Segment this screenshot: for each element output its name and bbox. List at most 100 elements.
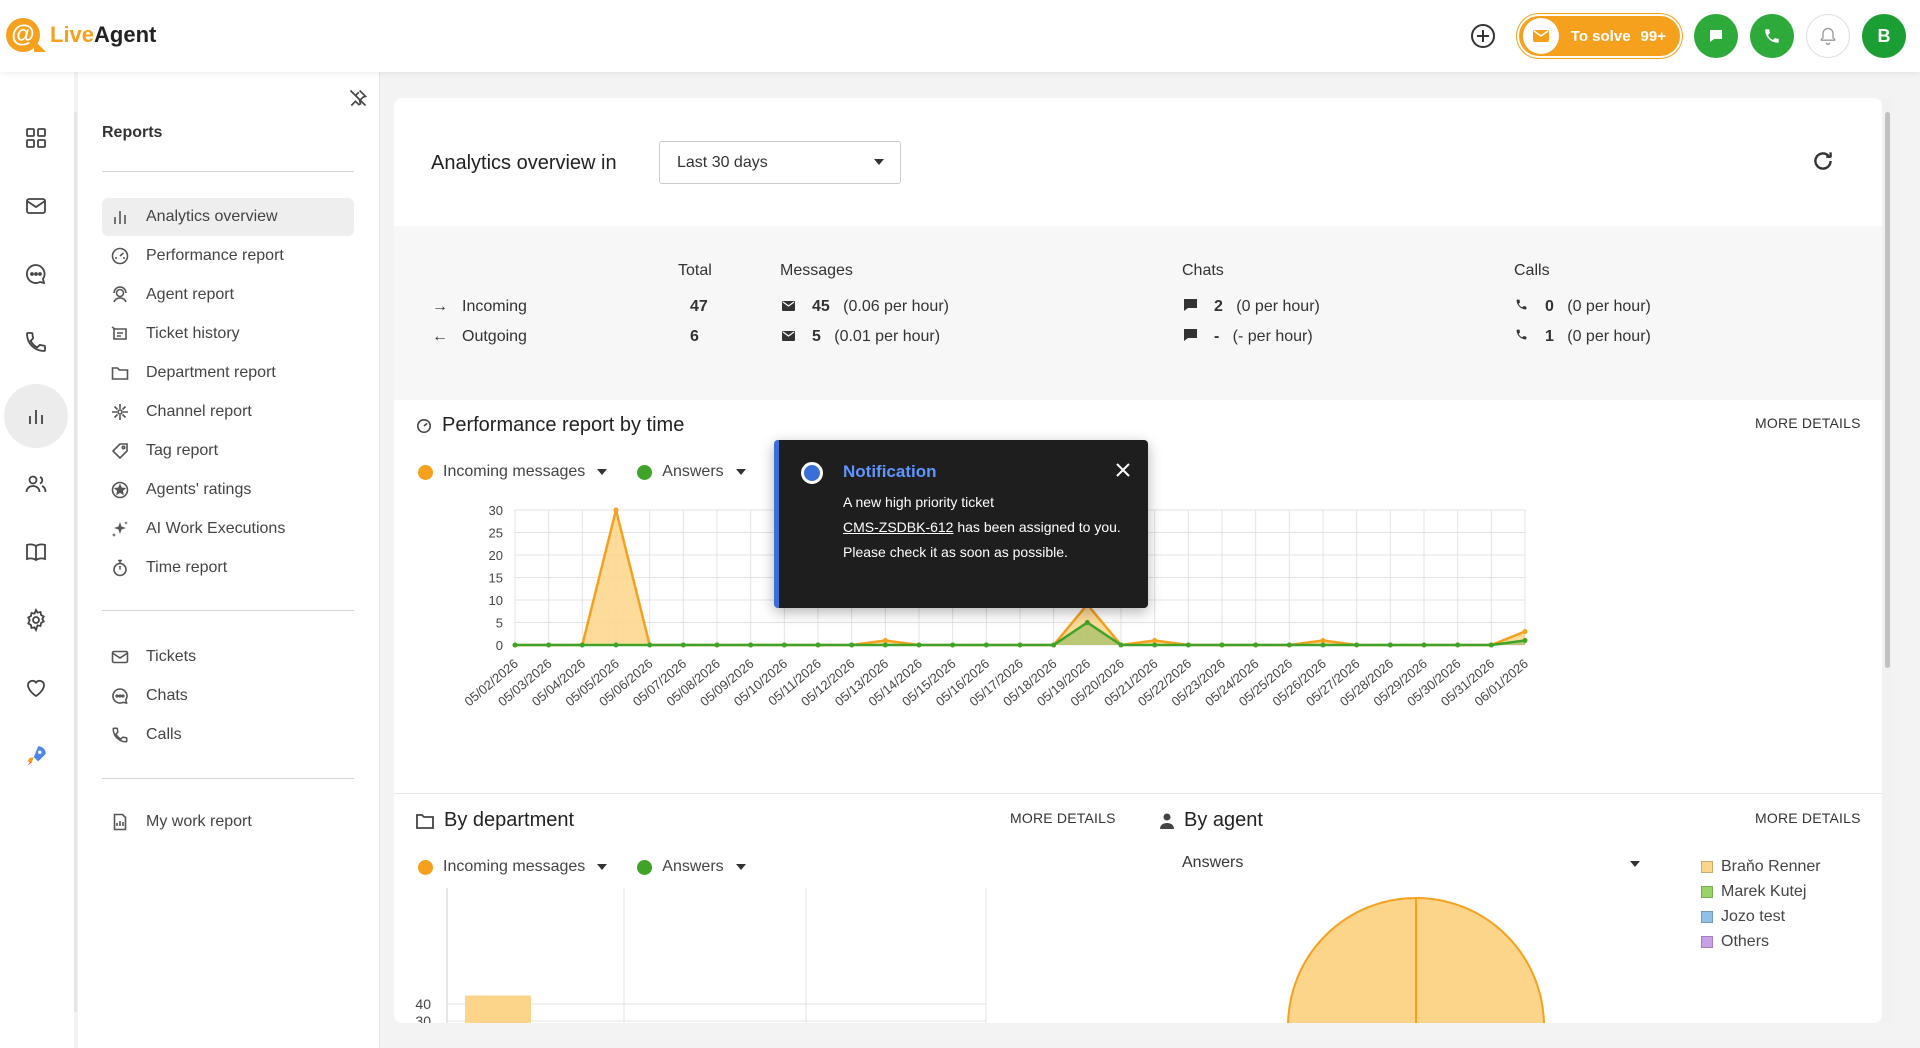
- page-title: Analytics overview in: [431, 152, 617, 174]
- menu-label: Time report: [146, 559, 228, 576]
- menu-label: Tag report: [146, 442, 219, 459]
- bar-incoming: [465, 995, 531, 1023]
- chevron-down-icon[interactable]: [735, 469, 746, 475]
- notifications-bell-icon[interactable]: [1806, 14, 1850, 58]
- data-point: [1286, 642, 1292, 648]
- tickets-icon[interactable]: [4, 174, 68, 238]
- data-point: [950, 642, 956, 648]
- legend-incoming-label[interactable]: Incoming messages: [443, 463, 586, 480]
- agent-metric-select[interactable]: Answers: [1182, 854, 1652, 872]
- y-tick-label: 15: [489, 571, 503, 586]
- menu-time-report[interactable]: Time report: [102, 549, 354, 587]
- legend-item[interactable]: Marek Kutej: [1701, 879, 1821, 904]
- dashboard-icon[interactable]: [4, 106, 68, 170]
- legend-answers-label[interactable]: Answers: [662, 463, 724, 480]
- rocket-icon[interactable]: [4, 724, 68, 788]
- chats-icon[interactable]: [4, 242, 68, 306]
- envelope-icon: [782, 328, 798, 346]
- phone-icon: [1765, 29, 1779, 43]
- legend-item[interactable]: Jozo test: [1701, 904, 1821, 929]
- menu-label: Agents' ratings: [146, 481, 252, 498]
- data-point: [1219, 642, 1225, 648]
- menu-analytics-overview[interactable]: Analytics overview: [102, 198, 354, 236]
- logo-live: Live: [50, 22, 95, 47]
- refresh-icon[interactable]: [1810, 148, 1836, 179]
- incoming-calls: 0 (0 per hour): [1515, 298, 1651, 316]
- data-point: [647, 642, 653, 648]
- y-tick-label: 30: [489, 503, 503, 518]
- close-icon[interactable]: [1115, 462, 1131, 483]
- chevron-down-icon[interactable]: [597, 469, 608, 475]
- chevron-down-icon: [1630, 861, 1640, 867]
- phone-button[interactable]: [1750, 14, 1794, 58]
- data-point: [1118, 642, 1124, 648]
- menu-ai-work-executions[interactable]: AI Work Executions: [102, 510, 354, 548]
- chat-icon: [1184, 328, 1200, 346]
- calls-icon[interactable]: [4, 310, 68, 374]
- chat-button[interactable]: [1694, 14, 1738, 58]
- legend-item[interactable]: Braňo Renner: [1701, 854, 1821, 879]
- menu-label: Chats: [146, 687, 188, 704]
- menu-label: Tickets: [146, 648, 197, 665]
- to-solve-button[interactable]: To solve 99+: [1516, 14, 1682, 58]
- rail-divider: [74, 112, 77, 1012]
- stopwatch-icon: [110, 558, 130, 578]
- performance-chart: 05101520253005/02/202605/03/202605/04/20…: [461, 503, 1530, 709]
- menu-label: Department report: [146, 364, 276, 381]
- menu-label: Agent report: [146, 286, 235, 303]
- customers-icon[interactable]: [4, 452, 68, 516]
- menu-department-report[interactable]: Department report: [102, 354, 354, 392]
- incoming-chats: 2 (0 per hour): [1184, 298, 1320, 316]
- chevron-down-icon[interactable]: [597, 864, 608, 870]
- divider: [102, 610, 354, 611]
- legend-item[interactable]: Others: [1701, 929, 1821, 954]
- menu-performance-report[interactable]: Performance report: [102, 237, 354, 275]
- data-point: [1253, 642, 1259, 648]
- menu-channel-report[interactable]: Channel report: [102, 393, 354, 431]
- avatar[interactable]: B: [1862, 14, 1906, 58]
- chevron-down-icon[interactable]: [735, 864, 746, 870]
- agent-pie-chart: [1287, 897, 1545, 1023]
- outgoing-total: 6: [690, 328, 699, 345]
- data-point: [1387, 642, 1393, 648]
- menu-agents-ratings[interactable]: Agents' ratings: [102, 471, 354, 509]
- settings-gear-icon[interactable]: [4, 588, 68, 652]
- agent-more-details-link[interactable]: MORE DETAILS: [1755, 810, 1861, 826]
- legend-answers-label[interactable]: Answers: [662, 858, 724, 875]
- menu-chats[interactable]: Chats: [102, 677, 354, 715]
- menu-tag-report[interactable]: Tag report: [102, 432, 354, 470]
- menu-agent-report[interactable]: Agent report: [102, 276, 354, 314]
- menu-label: Channel report: [146, 403, 252, 420]
- report-icon: [110, 812, 130, 832]
- menu-calls[interactable]: Calls: [102, 716, 354, 754]
- unpin-icon[interactable]: [348, 88, 368, 113]
- data-point: [1354, 642, 1360, 648]
- menu-my-work-report[interactable]: My work report: [102, 803, 354, 841]
- incoming-messages: 45 (0.06 per hour): [782, 298, 949, 316]
- ticket-link[interactable]: CMS-ZSDBK-612: [843, 519, 954, 535]
- menu-ticket-history[interactable]: Ticket history: [102, 315, 354, 353]
- main-scrollbar-thumb[interactable]: [1885, 112, 1890, 668]
- y-tick-label: 30: [415, 1013, 431, 1023]
- chevron-down-icon: [874, 159, 884, 165]
- department-more-details-link[interactable]: MORE DETAILS: [1010, 810, 1116, 826]
- outgoing-calls: 1 (0 per hour): [1515, 328, 1651, 346]
- knowledgebase-icon[interactable]: [4, 520, 68, 584]
- data-point: [1488, 642, 1494, 648]
- data-point: [1152, 638, 1158, 643]
- sparkle-icon: [110, 519, 130, 539]
- data-point: [1152, 642, 1158, 648]
- arrow-left-icon: ←: [432, 328, 448, 345]
- heart-icon[interactable]: [4, 656, 68, 720]
- data-point: [983, 642, 989, 648]
- performance-more-details-link[interactable]: MORE DETAILS: [1755, 415, 1861, 431]
- date-range-select[interactable]: Last 30 days: [659, 141, 901, 184]
- data-point: [613, 507, 619, 513]
- legend-dot: [418, 464, 433, 480]
- legend-incoming-label[interactable]: Incoming messages: [443, 858, 586, 875]
- menu-tickets[interactable]: Tickets: [102, 638, 354, 676]
- reports-icon[interactable]: [4, 384, 68, 448]
- app-logo[interactable]: @ LiveAgent: [6, 18, 156, 52]
- add-icon[interactable]: [1461, 14, 1505, 58]
- nav-rail: [0, 72, 74, 1048]
